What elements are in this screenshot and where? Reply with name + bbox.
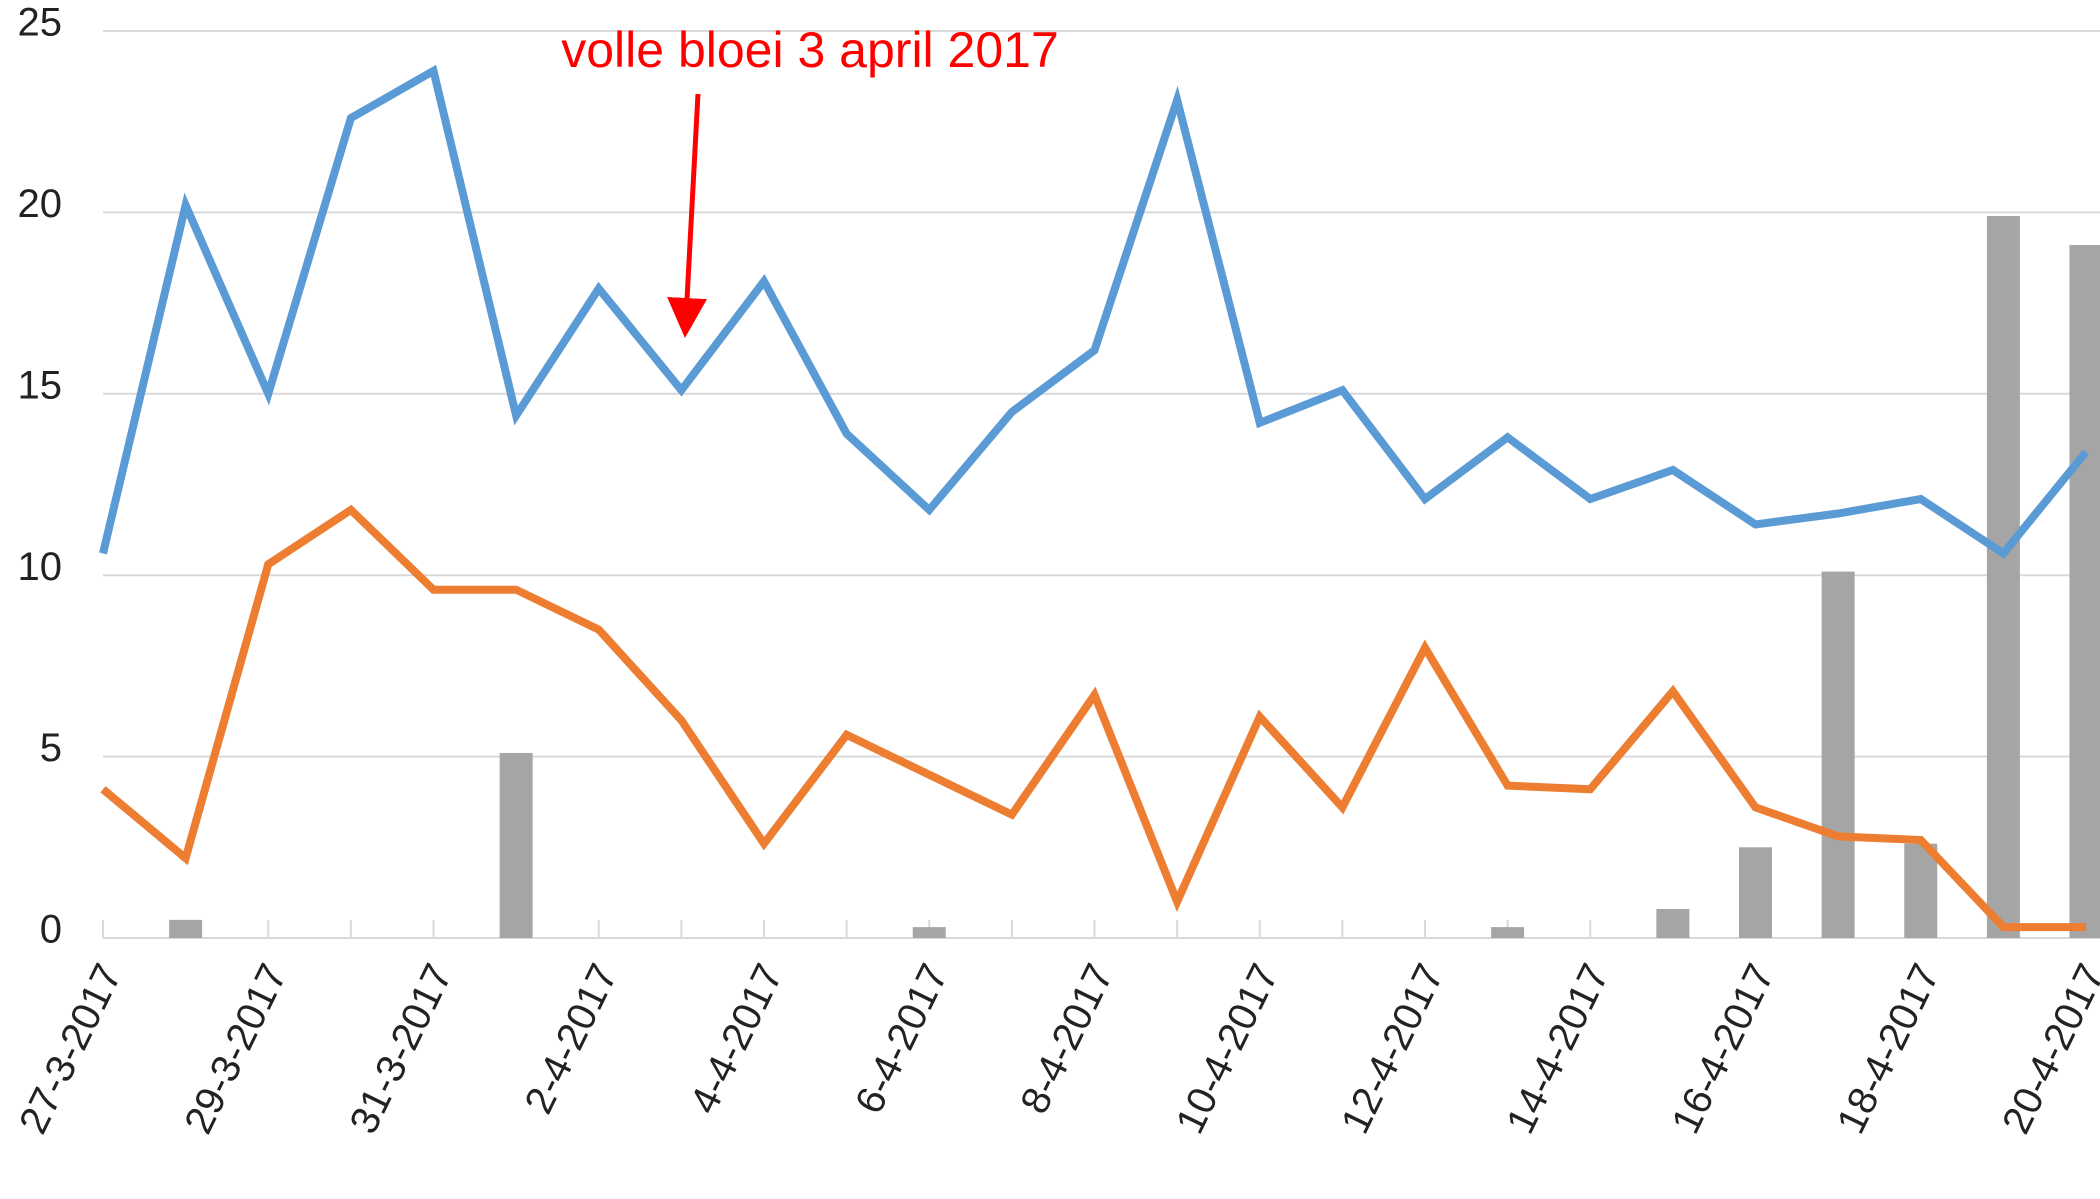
bar [1821, 571, 1855, 938]
line-series [99, 64, 2090, 559]
bar [1904, 843, 1938, 938]
x-tick-label: 12-4-2017 [1333, 957, 1452, 1140]
bars [169, 216, 2100, 938]
y-tick-label: 15 [18, 363, 63, 407]
bar [169, 919, 203, 938]
x-tick-label: 29-3-2017 [176, 957, 295, 1140]
x-tick-label: 14-4-2017 [1498, 957, 1617, 1140]
x-tick-label: 18-4-2017 [1829, 957, 1948, 1140]
lines [99, 64, 2090, 932]
bar [1739, 847, 1772, 938]
annotation-arrow [667, 93, 708, 338]
bar [1986, 216, 2020, 938]
x-tick-label: 16-4-2017 [1664, 957, 1783, 1140]
x-tick-label: 2-4-2017 [517, 957, 627, 1120]
x-tick-label: 31-3-2017 [342, 957, 461, 1140]
labels: 0 5 10 15 20 25 27-3-2017 29-3-2017 31-3-2017 2-4… [11, 1, 2100, 1141]
line-series [100, 504, 2086, 932]
x-tick-label: 27-3-2017 [11, 957, 130, 1140]
y-tick-label: 25 [18, 1, 63, 45]
x-tick-label: 20-4-2017 [1994, 957, 2100, 1140]
bar [2069, 245, 2100, 938]
bar [912, 927, 946, 938]
y-tick-label: 10 [18, 545, 63, 589]
x-tick-label: 4-4-2017 [682, 957, 792, 1120]
bar [1491, 927, 1525, 938]
x-tick-label: 10-4-2017 [1168, 957, 1287, 1140]
x-tick-label: 6-4-2017 [847, 957, 957, 1120]
grid [102, 30, 2100, 939]
x-tick-label: 8-4-2017 [1012, 957, 1122, 1120]
y-tick-label: 20 [18, 182, 63, 226]
bar [499, 752, 533, 938]
y-tick-label: 0 [40, 908, 62, 952]
bar [1656, 908, 1690, 938]
annotation: volle bloei 3 april 2017 [561, 22, 1059, 78]
y-tick-label: 5 [40, 726, 62, 770]
